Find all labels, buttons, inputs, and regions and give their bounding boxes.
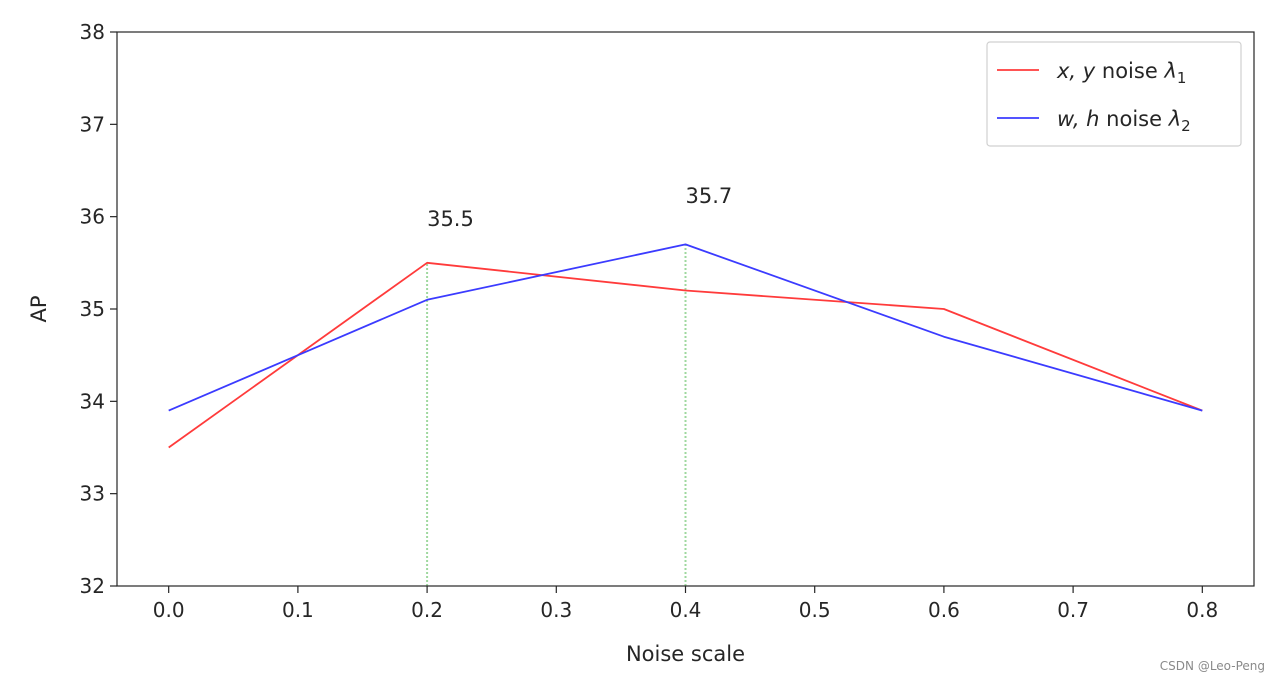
y-axis: 32 33 34 35 36 37 38 xyxy=(80,20,117,598)
y-tick-label: 38 xyxy=(80,20,105,44)
legend-frame xyxy=(986,41,1242,147)
x-tick-label: 0.4 xyxy=(670,598,702,622)
watermark: CSDN @Leo-Peng xyxy=(1160,659,1265,673)
x-tick-label: 0.5 xyxy=(799,598,831,622)
data-label: 35.7 xyxy=(686,184,733,208)
y-tick-label: 36 xyxy=(80,205,105,229)
series-line-0 xyxy=(168,261,1203,449)
series-line-1 xyxy=(168,243,1203,412)
data-label: 35.5 xyxy=(427,207,474,231)
annotations: 35.5 35.7 xyxy=(427,184,732,231)
x-tick-label: 0.8 xyxy=(1186,598,1218,622)
x-tick-label: 0.0 xyxy=(153,598,185,622)
x-tick-label: 0.1 xyxy=(282,598,314,622)
legend: x, y noise λ1 w, h noise λ2 xyxy=(986,41,1242,147)
y-tick-label: 34 xyxy=(80,389,105,413)
legend-label-0: x, y noise λ1 xyxy=(1056,59,1186,87)
y-tick-label: 37 xyxy=(80,112,105,136)
x-axis: 0.0 0.1 0.2 0.3 0.4 0.5 0.6 0.7 0.8 xyxy=(153,586,1218,622)
x-tick-label: 0.3 xyxy=(540,598,572,622)
y-tick-label: 32 xyxy=(80,574,105,598)
legend-label-1: w, h noise λ2 xyxy=(1057,107,1191,135)
x-tick-label: 0.2 xyxy=(411,598,443,622)
y-axis-label: AP xyxy=(27,295,51,322)
y-tick-label: 33 xyxy=(80,482,105,506)
reference-lines xyxy=(426,244,687,586)
x-axis-label: Noise scale xyxy=(626,642,745,666)
y-tick-label: 35 xyxy=(80,297,105,321)
x-tick-label: 0.6 xyxy=(928,598,960,622)
x-tick-label: 0.7 xyxy=(1057,598,1089,622)
series-lines xyxy=(168,243,1203,449)
